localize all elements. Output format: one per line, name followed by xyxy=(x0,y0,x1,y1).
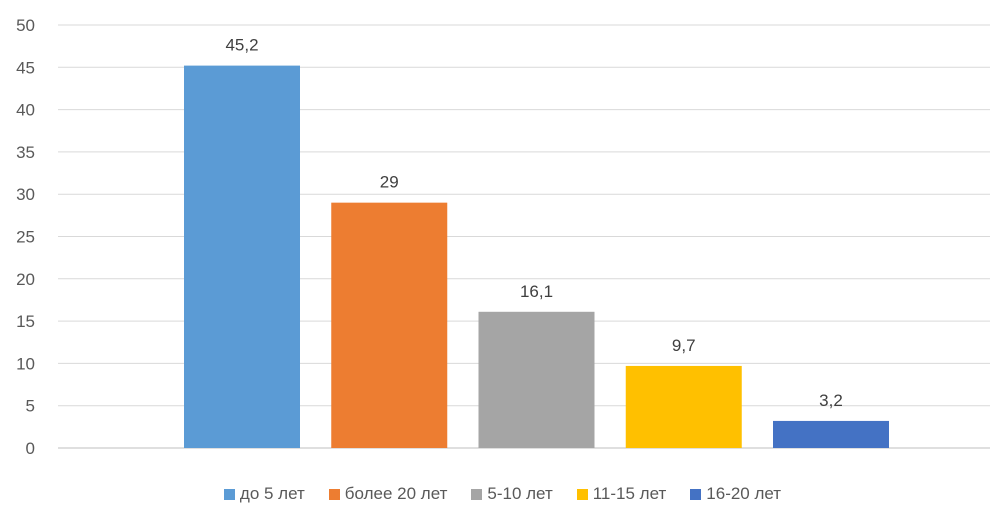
y-tick-label: 0 xyxy=(26,439,35,458)
legend-label: 11-15 лет xyxy=(592,484,667,503)
bars xyxy=(184,65,889,448)
legend-swatch xyxy=(690,488,702,500)
y-tick-label: 15 xyxy=(16,312,35,331)
y-tick-label: 25 xyxy=(16,228,35,247)
y-tick-label: 20 xyxy=(16,270,35,289)
legend-item: 11-15 лет xyxy=(576,484,667,504)
bar xyxy=(184,65,300,448)
chart-legend: до 5 лет более 20 лет 5-10 лет 11-15 лет 16-… xyxy=(0,484,1005,504)
y-tick-label: 45 xyxy=(16,58,35,77)
bar xyxy=(773,420,889,448)
y-tick-label: 50 xyxy=(16,16,35,35)
y-tick-label: 40 xyxy=(16,101,35,120)
y-tick-label: 5 xyxy=(26,397,35,416)
data-label: 29 xyxy=(380,173,399,192)
data-labels: 45,2 29 16,1 9,7 3,2 xyxy=(225,36,842,410)
legend-label: более 20 лет xyxy=(344,484,448,503)
y-tick-label: 30 xyxy=(16,185,35,204)
legend-item: 5-10 лет xyxy=(471,484,553,504)
data-label: 16,1 xyxy=(520,282,553,301)
legend-swatch xyxy=(328,488,340,500)
legend-swatch xyxy=(471,488,483,500)
bar xyxy=(478,311,595,448)
legend-label: до 5 лет xyxy=(239,484,305,503)
legend-item: до 5 лет xyxy=(223,484,305,504)
y-tick-label: 10 xyxy=(16,354,35,373)
data-label: 3,2 xyxy=(819,391,843,410)
bar xyxy=(625,365,742,448)
legend-item: 16-20 лет xyxy=(690,484,781,504)
legend-item: более 20 лет xyxy=(328,484,448,504)
bar xyxy=(331,202,448,448)
y-tick-label: 35 xyxy=(16,143,35,162)
legend-label: 16-20 лет xyxy=(706,484,782,503)
legend-label: 5-10 лет xyxy=(487,484,553,503)
data-label: 9,7 xyxy=(672,336,696,355)
bar-chart: 0 5 10 15 20 25 30 35 40 45 50 45,2 29 16,1 9,7 3,2 xyxy=(16,16,990,458)
legend-swatch xyxy=(223,488,235,500)
data-label: 45,2 xyxy=(225,36,258,55)
legend-swatch xyxy=(576,488,588,500)
y-axis-ticks: 0 5 10 15 20 25 30 35 40 45 50 xyxy=(16,16,35,458)
